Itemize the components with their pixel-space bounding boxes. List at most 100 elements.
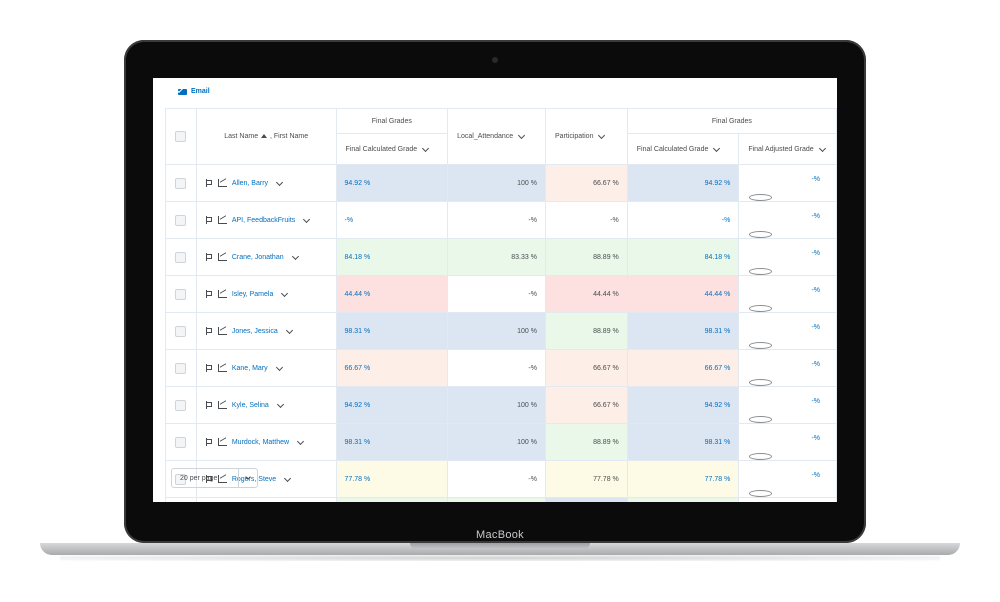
final-calculated-cell[interactable]: 98.31 % — [335, 423, 449, 461]
final-calculated-cell-2[interactable]: 77.78 % — [626, 460, 740, 498]
final-adjusted-header[interactable]: Final Adjusted Grade — [738, 133, 837, 165]
final-calculated-cell-2[interactable]: 85.88 % — [626, 497, 740, 502]
participation-header[interactable]: Participation — [544, 108, 628, 165]
chart-icon[interactable] — [217, 253, 227, 261]
final-adjusted-cell[interactable]: -% — [738, 386, 837, 424]
student-name-link[interactable]: Allen, Barry — [231, 179, 269, 187]
chevron-down-icon[interactable] — [518, 131, 526, 140]
flag-icon[interactable] — [205, 290, 213, 298]
student-name-link[interactable]: Jones, Jessica — [231, 327, 278, 335]
chevron-down-icon[interactable] — [598, 131, 606, 140]
chevron-down-icon[interactable] — [284, 474, 292, 482]
row-checkbox[interactable] — [175, 177, 187, 189]
flag-icon[interactable] — [205, 438, 213, 446]
local-attendance-cell[interactable]: 100 % — [447, 423, 546, 461]
chart-icon[interactable] — [217, 179, 227, 187]
override-icon[interactable] — [749, 194, 773, 201]
flag-icon[interactable] — [205, 253, 213, 261]
student-name-link[interactable]: Isley, Pamela — [231, 290, 274, 298]
final-calculated-cell[interactable]: 84.18 % — [335, 238, 449, 276]
flag-icon[interactable] — [205, 401, 213, 409]
override-icon[interactable] — [749, 453, 773, 460]
participation-cell[interactable]: 100 % — [544, 497, 628, 502]
override-icon[interactable] — [749, 268, 773, 275]
chevron-down-icon[interactable] — [285, 326, 293, 334]
row-checkbox[interactable] — [175, 214, 187, 226]
final-adjusted-cell[interactable]: -% — [738, 312, 837, 350]
chart-icon[interactable] — [217, 364, 227, 372]
final-calculated-cell[interactable]: 85.88 % — [335, 497, 449, 502]
final-adjusted-cell[interactable]: -% — [738, 275, 837, 313]
student-name-link[interactable]: Rogers, Steve — [231, 475, 277, 483]
chevron-down-icon[interactable] — [713, 144, 721, 152]
chevron-down-icon[interactable] — [291, 252, 299, 260]
student-name-link[interactable]: API, FeedbackFruits — [231, 216, 296, 224]
override-icon[interactable] — [749, 305, 773, 312]
chart-icon[interactable] — [217, 401, 227, 409]
local-attendance-cell[interactable]: 83.33 % — [447, 238, 546, 276]
final-adjusted-cell[interactable]: -% — [738, 423, 837, 461]
final-adjusted-cell[interactable]: -% — [738, 460, 837, 498]
chevron-down-icon[interactable] — [281, 289, 289, 297]
final-calculated-cell[interactable]: 77.78 % — [335, 460, 449, 498]
final-calculated-cell-2[interactable]: 94.92 % — [626, 386, 740, 424]
select-all-checkbox[interactable] — [175, 131, 187, 142]
chevron-down-icon[interactable] — [818, 144, 826, 152]
participation-cell[interactable]: 66.67 % — [544, 164, 628, 202]
flag-icon[interactable] — [205, 327, 213, 335]
participation-cell[interactable]: 88.89 % — [544, 312, 628, 350]
override-icon[interactable] — [749, 342, 773, 349]
final-calculated-cell-2[interactable]: 98.31 % — [626, 423, 740, 461]
row-checkbox[interactable] — [175, 473, 187, 485]
override-icon[interactable] — [749, 416, 773, 423]
email-button[interactable]: Email — [178, 88, 210, 95]
final-calculated-cell[interactable]: 94.92 % — [335, 386, 449, 424]
chart-icon[interactable] — [217, 475, 227, 483]
local-attendance-cell[interactable]: 83.33 % — [447, 497, 546, 502]
participation-cell[interactable]: 66.67 % — [544, 386, 628, 424]
final-calculated-cell-2[interactable]: 84.18 % — [626, 238, 740, 276]
final-adjusted-cell[interactable]: -% — [738, 164, 837, 202]
local-attendance-cell[interactable]: -% — [447, 201, 546, 239]
local-attendance-cell[interactable]: -% — [447, 275, 546, 313]
final-calculated-header-2[interactable]: Final Calculated Grade — [626, 133, 740, 165]
participation-cell[interactable]: 88.89 % — [544, 238, 628, 276]
final-adjusted-cell[interactable]: -% — [738, 238, 837, 276]
local-attendance-cell[interactable]: -% — [447, 349, 546, 387]
final-calculated-cell[interactable]: 98.31 % — [335, 312, 449, 350]
chart-icon[interactable] — [217, 290, 227, 298]
row-checkbox[interactable] — [175, 436, 187, 448]
chevron-down-icon[interactable] — [275, 178, 284, 186]
final-adjusted-cell[interactable]: -% — [738, 497, 837, 502]
participation-cell[interactable]: 88.89 % — [544, 423, 628, 461]
student-name-link[interactable]: Kyle, Selina — [231, 401, 269, 409]
final-calculated-cell[interactable]: 66.67 % — [335, 349, 449, 387]
override-icon[interactable] — [749, 231, 773, 238]
flag-icon[interactable] — [205, 179, 213, 187]
chart-icon[interactable] — [217, 438, 227, 446]
chevron-down-icon[interactable] — [303, 215, 311, 223]
participation-cell[interactable]: 44.44 % — [544, 275, 628, 313]
local-attendance-header[interactable]: Local_Attendance — [447, 108, 546, 165]
chevron-down-icon[interactable] — [276, 400, 284, 408]
row-checkbox[interactable] — [175, 362, 187, 374]
final-calculated-cell-2[interactable]: 94.92 % — [626, 164, 740, 202]
final-calculated-cell[interactable]: 94.92 % — [335, 164, 449, 202]
participation-cell[interactable]: 66.67 % — [544, 349, 628, 387]
flag-icon[interactable] — [205, 364, 213, 372]
final-calculated-cell-2[interactable]: 66.67 % — [626, 349, 740, 387]
row-checkbox[interactable] — [175, 251, 187, 263]
participation-cell[interactable]: -% — [544, 201, 628, 239]
local-attendance-cell[interactable]: 100 % — [447, 312, 546, 350]
chevron-down-icon[interactable] — [275, 363, 283, 371]
chevron-down-icon[interactable] — [296, 437, 305, 445]
row-checkbox[interactable] — [175, 325, 187, 337]
flag-icon[interactable] — [205, 216, 213, 224]
local-attendance-cell[interactable]: 100 % — [447, 386, 546, 424]
final-calculated-cell[interactable]: 44.44 % — [335, 275, 449, 313]
row-checkbox[interactable] — [175, 288, 187, 300]
student-name-link[interactable]: Crane, Jonathan — [231, 253, 284, 261]
last-name-sort[interactable]: Last Name — [224, 133, 259, 140]
local-attendance-cell[interactable]: -% — [447, 460, 546, 498]
final-calculated-cell[interactable]: -% — [335, 201, 449, 239]
